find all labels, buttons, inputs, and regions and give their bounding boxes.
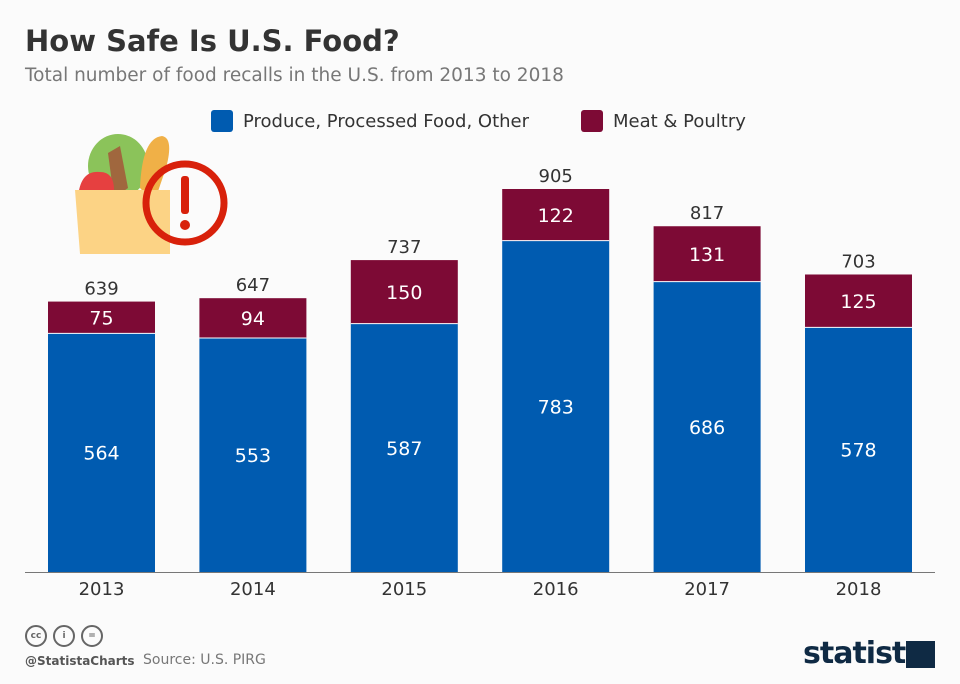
bar-segment xyxy=(805,274,912,328)
subtitle: Total number of food recalls in the U.S.… xyxy=(25,65,564,86)
stacked-bar-chart: 564 75 639 2013 553 94 647 2014 587 150 737 2015 783… xyxy=(25,166,935,600)
bar-segment xyxy=(350,260,458,324)
data-label: 564 xyxy=(83,443,119,465)
total-label: 703 xyxy=(841,251,875,272)
total-label: 817 xyxy=(690,203,724,224)
total-label: 647 xyxy=(236,275,270,296)
x-tick-label: 2016 xyxy=(533,579,579,600)
bar-segment xyxy=(805,327,912,572)
bar-segment xyxy=(48,333,155,572)
x-tick-label: 2014 xyxy=(230,579,276,600)
page-title: How Safe Is U.S. Food? xyxy=(25,24,400,58)
data-label: 131 xyxy=(689,244,725,266)
legend-label: Produce, Processed Food, Other xyxy=(243,110,530,132)
bar-segment xyxy=(350,323,458,572)
legend-swatch xyxy=(211,110,233,132)
statista-logo-mark xyxy=(906,641,935,668)
data-label: 783 xyxy=(538,396,574,418)
x-tick-label: 2013 xyxy=(79,579,125,600)
data-label: 578 xyxy=(840,440,876,462)
legend-label: Meat & Poultry xyxy=(613,110,746,132)
data-label: 122 xyxy=(538,205,574,227)
footer-handle[interactable]: @StatistaCharts xyxy=(25,654,135,668)
legend-item-produce: Produce, Processed Food, Other xyxy=(211,110,529,132)
x-tick-label: 2018 xyxy=(836,579,882,600)
total-label: 639 xyxy=(84,279,118,300)
by-icon: i xyxy=(53,625,75,647)
bar-segment xyxy=(199,337,307,572)
data-label: 75 xyxy=(89,307,113,329)
footer-source: Source: U.S. PIRG xyxy=(143,652,266,668)
bar-segment xyxy=(199,298,307,338)
grocery-bag-warning-icon xyxy=(75,134,228,254)
data-label: 553 xyxy=(235,445,271,467)
data-label: 686 xyxy=(689,417,725,439)
data-label: 125 xyxy=(840,291,876,313)
statista-logo[interactable]: statista xyxy=(803,636,926,671)
cc-icon: cc xyxy=(25,625,47,647)
x-tick-label: 2017 xyxy=(684,579,730,600)
bar-segment xyxy=(653,281,761,572)
legend-swatch xyxy=(581,110,603,132)
data-label: 150 xyxy=(386,282,422,304)
license-icons: cc i = xyxy=(25,625,103,647)
bar-segment xyxy=(502,189,610,241)
total-label: 737 xyxy=(387,237,421,258)
bar-segment xyxy=(653,226,761,282)
data-label: 94 xyxy=(241,308,265,330)
bar-segment xyxy=(48,301,155,334)
total-label: 905 xyxy=(539,166,573,187)
nd-icon: = xyxy=(81,625,103,647)
data-label: 587 xyxy=(386,438,422,460)
bar-segment xyxy=(502,240,610,573)
x-tick-label: 2015 xyxy=(381,579,427,600)
legend-item-meat: Meat & Poultry xyxy=(581,110,746,132)
